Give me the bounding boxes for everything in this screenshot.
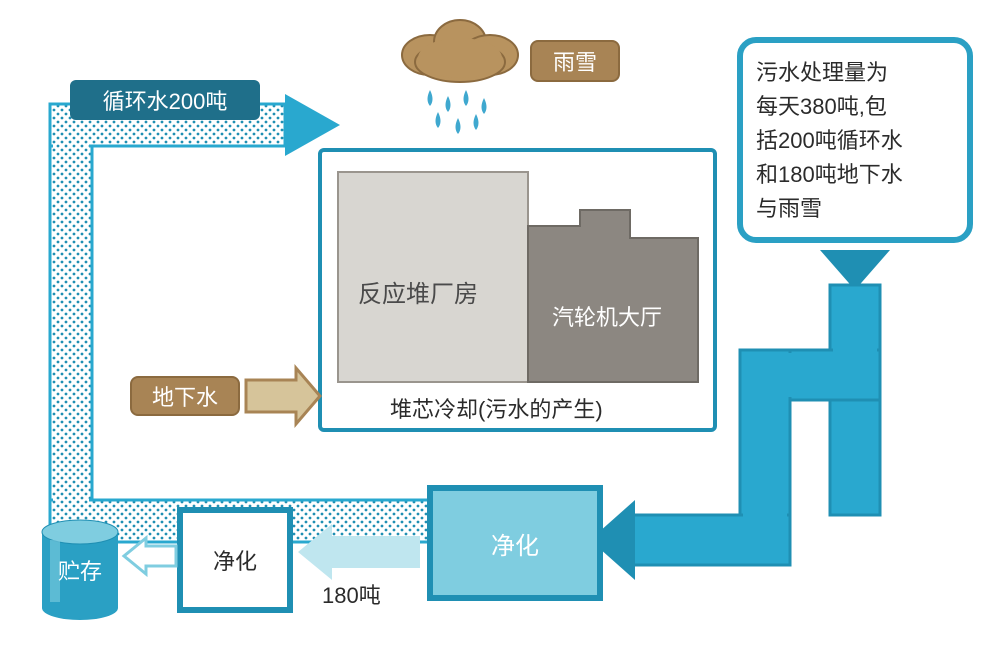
rain-snow-text: 雨雪 xyxy=(553,45,597,77)
rain-snow-label: 雨雪 xyxy=(530,40,620,82)
recirc-arrowhead xyxy=(285,94,340,156)
groundwater-text: 地下水 xyxy=(152,380,218,412)
amount-180-text: 180吨 xyxy=(322,578,381,610)
purify-small-text: 净化 xyxy=(213,544,257,576)
purify-large-label: 净化 xyxy=(430,488,600,598)
turbine-hall-text: 汽轮机大厅 xyxy=(552,300,662,332)
recirc-water-label: 循环水200吨 xyxy=(70,80,260,120)
core-cooling-text: 堆芯冷却(污水的产生) xyxy=(390,392,603,424)
groundwater-label: 地下水 xyxy=(130,376,240,416)
raindrops xyxy=(428,90,487,134)
purify-large-text: 净化 xyxy=(491,526,539,561)
storage-label: 贮存 xyxy=(42,540,118,600)
recirc-water-text: 循环水200吨 xyxy=(103,84,228,116)
groundwater-arrow xyxy=(246,368,320,424)
info-text: 污水处理量为 每天380吨,包 括200吨循环水 和180吨地下水 与雨雪 xyxy=(756,56,956,226)
reactor-building-text: 反应堆厂房 xyxy=(358,274,478,309)
storage-text: 贮存 xyxy=(58,554,102,586)
purify-small-label: 净化 xyxy=(180,510,290,610)
rain-cloud xyxy=(402,20,518,134)
